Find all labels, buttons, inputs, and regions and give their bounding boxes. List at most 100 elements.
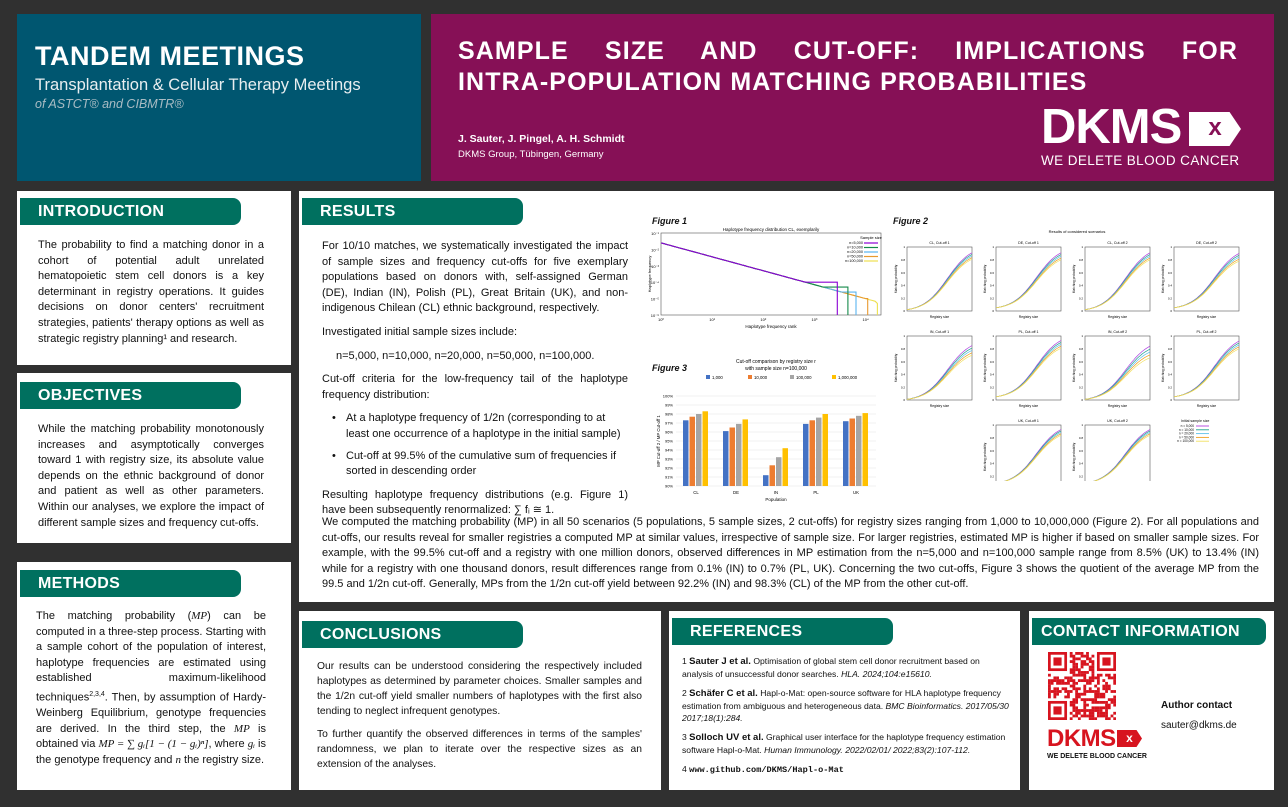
x-axis-label: Haplotype frequency rank [745, 324, 797, 329]
qr-module [1107, 698, 1111, 702]
qr-module [1086, 662, 1089, 666]
series-line [906, 347, 973, 400]
y-tick-label: 94% [665, 448, 673, 453]
qr-module [1072, 700, 1076, 704]
citation-superscript: 2,3,4 [89, 690, 105, 698]
qr-module [1099, 700, 1103, 704]
qr-module [1064, 690, 1068, 693]
qr-module [1072, 698, 1076, 702]
qr-module [1107, 673, 1111, 677]
y-tick-label: 0.4 [901, 284, 906, 288]
y-tick-label: 10⁻⁶ [651, 313, 660, 318]
panel-frame [906, 335, 973, 401]
reference-item: 4 www.github.com/DKMS/Hapl-o-Mat [682, 763, 1012, 776]
series-line [660, 242, 838, 315]
qr-module [1088, 679, 1092, 683]
series-line [1173, 342, 1240, 398]
figure2-label: Figure 2 [893, 216, 929, 226]
contact-email-link[interactable]: sauter@dkms.de [1161, 720, 1237, 731]
series-line [1004, 434, 1062, 481]
x-tick-label: DE [733, 490, 739, 495]
legend-label: 100,000 [796, 375, 812, 380]
ref-title: Optimisation of global stem cell donor r… [682, 656, 980, 679]
qr-module [1099, 706, 1103, 710]
qr-module [1075, 700, 1079, 704]
x-tick-label: IN [774, 490, 778, 495]
y-tick-label: 0.2 [1079, 474, 1084, 478]
series-line [1173, 344, 1240, 398]
panel-frame [995, 335, 1062, 401]
bar [849, 418, 855, 486]
logo-tagline: WE DELETE BLOOD CANCER [1041, 153, 1240, 168]
qr-module [1083, 698, 1087, 702]
qr-code[interactable] [1048, 652, 1116, 720]
bar [696, 414, 702, 486]
y-tick-label: 0 [1170, 309, 1172, 313]
x-tick-label: 10¹ [709, 317, 715, 322]
qr-module [1094, 700, 1098, 704]
qr-module [1107, 687, 1111, 691]
qr-module [1053, 695, 1057, 699]
qr-module [1064, 687, 1068, 691]
logo-x-icon: x [1117, 730, 1142, 747]
bar [736, 423, 742, 486]
x-tick-label: 10⁰ [658, 317, 664, 322]
qr-module [1048, 681, 1051, 685]
qr-module [1053, 676, 1057, 680]
qr-module [1091, 706, 1095, 710]
series-line [995, 347, 1062, 398]
y-tick-label: 93% [665, 457, 673, 462]
qr-module [1069, 668, 1073, 672]
author-contact-label: Author contact [1161, 700, 1233, 711]
panel-frame [1173, 246, 1240, 312]
series-line [1173, 260, 1240, 309]
qr-module [1075, 665, 1079, 669]
qr-module [1080, 709, 1084, 712]
legend-swatch [790, 375, 794, 379]
qr-module [1080, 662, 1084, 666]
qr-module [1080, 679, 1084, 683]
qr-module [1080, 714, 1084, 718]
y-tick-label: 1 [1170, 245, 1172, 249]
results-paragraph: For 10/10 matches, we systematically inv… [322, 240, 628, 315]
qr-module [1077, 668, 1081, 672]
qr-module [1113, 676, 1116, 680]
qr-module [1056, 690, 1059, 693]
github-link[interactable]: www.github.com/DKMS/Hapl-o-Mat [689, 765, 844, 775]
objectives-text: While the matching probability monotonou… [38, 423, 264, 529]
qr-module [1096, 692, 1100, 696]
chart-subtitle: with sample size n=100,000 [745, 366, 807, 372]
qr-module [1061, 681, 1065, 685]
qr-module [1088, 717, 1092, 720]
panel-title: CL, Cut-off 1 [929, 241, 949, 245]
figure1-label: Figure 1 [652, 216, 688, 226]
qr-module [1088, 681, 1092, 685]
y-tick-label: 10⁻¹ [651, 231, 660, 236]
qr-module [1094, 684, 1098, 688]
qr-module [1061, 679, 1065, 683]
qr-module [1075, 690, 1079, 693]
legend-label: n = 50,000 [1179, 435, 1194, 439]
bar [822, 414, 828, 486]
y-tick-label: 0.6 [1079, 449, 1084, 453]
legend-label: n = 5,000 [1181, 424, 1195, 428]
panel-title: UK, Cut-off 2 [1107, 419, 1128, 423]
qr-module [1088, 690, 1092, 693]
bar [803, 423, 809, 486]
affiliation: DKMS Group, Tübingen, Germany [458, 149, 604, 160]
panel-frame [995, 246, 1062, 312]
ref-title: Hapl-o-Mat: open-source software for HLA… [682, 688, 1001, 711]
qr-module [1096, 673, 1100, 677]
y-tick-label: 90% [665, 484, 673, 489]
qr-module [1072, 709, 1076, 712]
panel-title: PL, Cut-off 2 [1196, 330, 1216, 334]
plot-frame [660, 232, 882, 316]
series-line [906, 345, 973, 400]
bar [689, 416, 695, 486]
qr-module [1091, 714, 1095, 718]
qr-module [1077, 652, 1081, 655]
qr-module [1075, 681, 1079, 685]
panel-title: IN, Cut-off 2 [1108, 330, 1127, 334]
qr-module [1107, 703, 1111, 707]
qr-module [1099, 673, 1103, 677]
